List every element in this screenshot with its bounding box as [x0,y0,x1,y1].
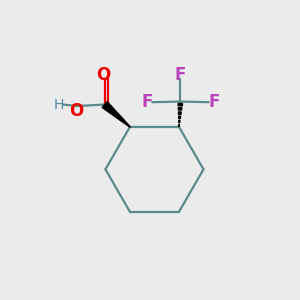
Polygon shape [179,120,180,123]
Text: O: O [96,66,110,84]
Polygon shape [102,102,130,127]
Text: O: O [69,101,84,119]
Polygon shape [178,103,182,106]
Polygon shape [178,108,182,110]
Text: F: F [141,93,153,111]
Polygon shape [178,112,181,114]
Polygon shape [178,116,181,119]
Text: F: F [175,65,186,83]
Text: F: F [208,93,220,111]
Text: H: H [53,98,64,112]
